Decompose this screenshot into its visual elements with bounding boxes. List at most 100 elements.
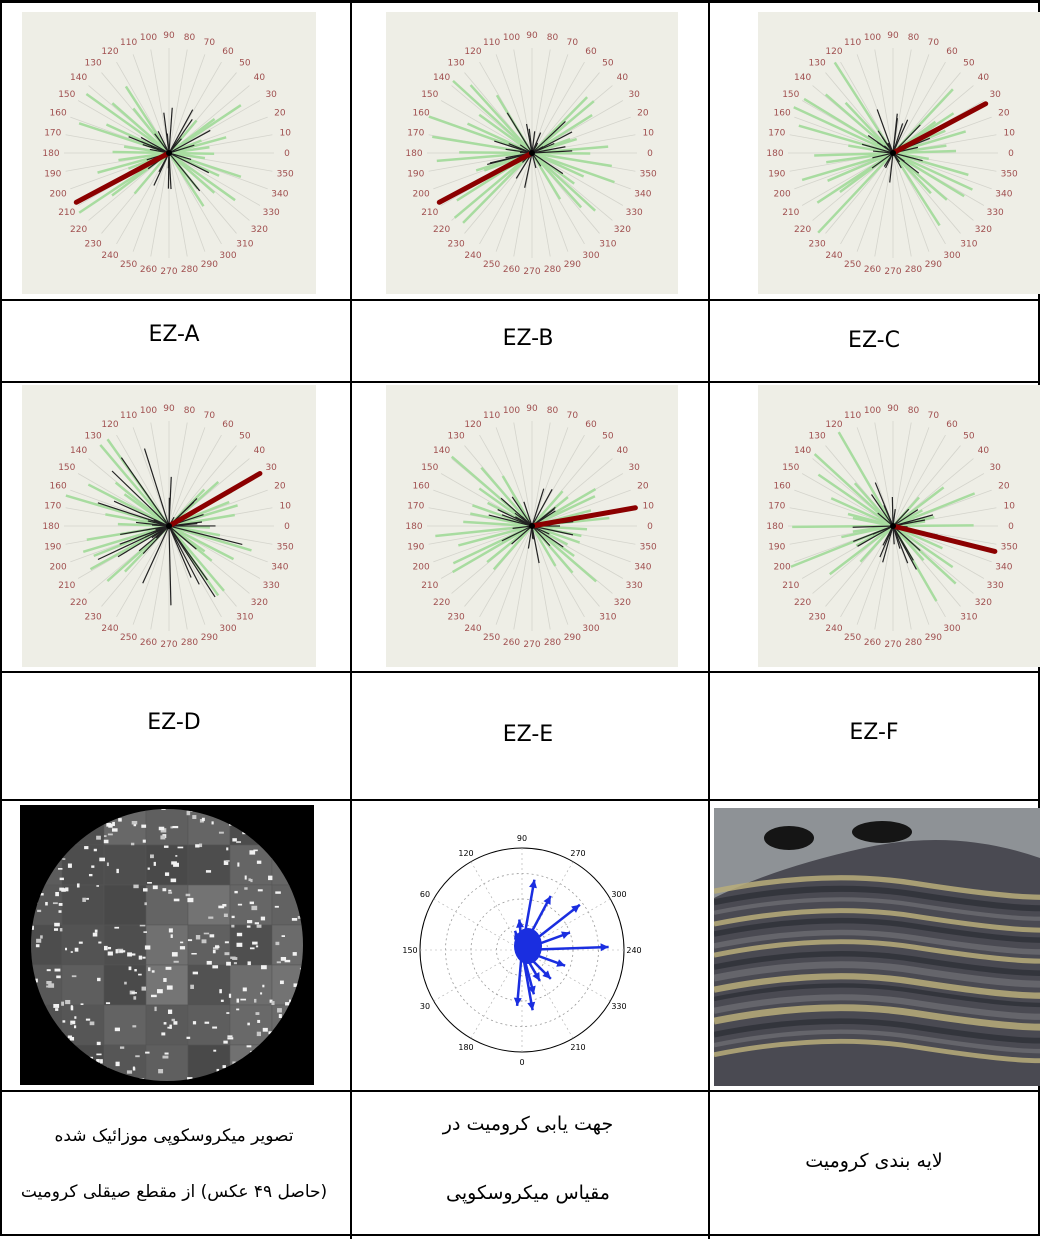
chromite-grain [308, 855, 313, 857]
rose-tick-label: 300 [582, 251, 599, 261]
chromite-grain [293, 952, 297, 956]
rose-center [890, 150, 896, 156]
chromite-grain [95, 930, 98, 933]
rose-tick-label: 310 [599, 239, 616, 249]
chromite-grain [226, 1012, 229, 1014]
rose-tick-label: 180 [42, 149, 59, 159]
chromite-grain [224, 914, 228, 917]
mosaic-tile [104, 1005, 146, 1045]
chromite-grain [127, 952, 132, 956]
chromite-grain [296, 851, 298, 853]
chromite-grain [39, 813, 44, 815]
chromite-grain [243, 988, 247, 992]
chromite-grain [96, 1059, 100, 1063]
rose-tick-label: 60 [585, 420, 597, 430]
chromite-grain [173, 1021, 177, 1025]
chromite-grain [54, 923, 60, 927]
rose-tick-label: 350 [640, 542, 657, 552]
rose-bin-black [168, 153, 169, 189]
chromite-grain [64, 807, 68, 810]
chromite-grain [59, 903, 63, 906]
rose-tick-label: 270 [523, 640, 540, 650]
chromite-grain [261, 917, 265, 921]
mosaic-tile [188, 1045, 230, 1085]
chromite-grain [59, 888, 64, 891]
rose-tick-label: 300 [943, 251, 960, 261]
rose-tick-label: 40 [617, 73, 629, 83]
chromite-grain [91, 865, 94, 867]
rose-tick-label: 210 [421, 208, 438, 218]
rose-tick-label: 160 [413, 482, 430, 492]
chromite-grain [55, 892, 59, 896]
rose-tick-label: 320 [975, 225, 992, 235]
chromite-grain [311, 939, 314, 943]
mosaic-tile [188, 925, 230, 965]
mosaic-tile [20, 1045, 62, 1085]
chromite-grain [280, 981, 284, 985]
rose-tick-label: 0 [284, 522, 290, 532]
chromite-grain [31, 984, 33, 986]
chromite-grain [97, 810, 102, 814]
chromite-grain [252, 819, 255, 821]
mosaic-tile [272, 965, 314, 1005]
rose-tick-label: 210 [421, 581, 438, 591]
chromite-grain [299, 1055, 303, 1059]
chromite-grain [256, 945, 258, 947]
chromite-grain [56, 976, 60, 979]
chromite-grain [172, 826, 178, 828]
rose-tick-label: 80 [908, 406, 920, 416]
mosaic-tile [188, 805, 230, 845]
chromite-grain [58, 868, 62, 870]
chromite-grain [264, 817, 267, 820]
chromite-grain [252, 1066, 257, 1068]
chromite-grain [244, 887, 247, 889]
chromite-grain [210, 813, 213, 816]
chromite-grain [310, 957, 312, 959]
chromite-grain [59, 910, 62, 913]
chromite-grain [276, 1050, 280, 1052]
rose-center [166, 150, 172, 156]
chromite-grain [62, 1020, 65, 1022]
chromite-grain [294, 1011, 300, 1013]
chromite-grain [40, 881, 43, 885]
chromite-grain [143, 931, 147, 933]
chromite-grain [60, 928, 63, 931]
chromite-grain [55, 855, 59, 857]
chromite-grain [312, 885, 314, 887]
chromite-grain [160, 835, 165, 839]
chromite-grain [143, 840, 146, 843]
rose-tick-label: 80 [184, 33, 196, 43]
mosaic-tile [104, 1045, 146, 1085]
chromite-grain [23, 1026, 26, 1028]
rose-tick-label: 230 [448, 239, 465, 249]
chromite-grain [171, 934, 173, 938]
rose-tick-label: 50 [239, 432, 251, 442]
rose-tick-label: 240 [101, 624, 118, 634]
chromite-grain [289, 1000, 291, 1003]
rose-tick-label: 320 [975, 598, 992, 608]
rose-svg: 0102030405060708090100110120130140150160… [386, 385, 678, 667]
arrow-head [516, 920, 524, 928]
rose-tick-label: 180 [766, 522, 783, 532]
rose-tick-label: 350 [277, 542, 294, 552]
rose-tick-label: 40 [617, 446, 629, 456]
rose-tick-label: 60 [946, 420, 958, 430]
chromite-grain [62, 807, 66, 810]
mosaic-tile [20, 845, 62, 885]
chromite-grain [27, 1038, 30, 1042]
chromite-grain [134, 824, 137, 826]
chromite-grain [99, 805, 102, 807]
chromite-grain [187, 898, 193, 902]
rose-tick-label: 190 [407, 542, 424, 552]
rose-tick-label: 200 [774, 562, 791, 572]
chromite-grain [169, 928, 173, 932]
chromite-grain [255, 922, 259, 924]
rose-tick-label: 200 [413, 562, 430, 572]
rose-tick-label: 140 [433, 446, 450, 456]
rose-tick-label: 300 [219, 624, 236, 634]
mosaic-tile [20, 805, 62, 845]
chromite-grain [268, 1039, 273, 1042]
rose-tick-label: 330 [987, 581, 1004, 591]
chromite-grain [116, 949, 118, 953]
